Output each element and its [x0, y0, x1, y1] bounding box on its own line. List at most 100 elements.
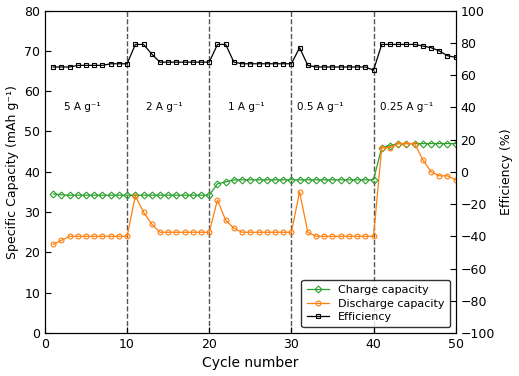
Charge capacity: [223, 180, 229, 184]
Discharge capacity: [116, 234, 122, 238]
Charge capacity: [371, 177, 377, 182]
Discharge capacity: [371, 234, 377, 238]
Discharge capacity: [330, 234, 336, 238]
Efficiency: [182, 60, 188, 64]
Charge capacity: [321, 177, 327, 182]
Discharge capacity: [436, 174, 442, 178]
Efficiency: [50, 65, 56, 69]
Text: 0.5 A g⁻¹: 0.5 A g⁻¹: [297, 102, 344, 112]
Charge capacity: [141, 193, 147, 197]
Charge capacity: [66, 193, 73, 197]
Discharge capacity: [239, 230, 245, 235]
Efficiency: [214, 42, 221, 47]
Charge capacity: [107, 193, 114, 197]
Efficiency: [124, 62, 130, 66]
Y-axis label: Specific Capacity (mAh g⁻¹): Specific Capacity (mAh g⁻¹): [6, 85, 19, 259]
Discharge capacity: [321, 234, 327, 238]
Charge capacity: [354, 177, 360, 182]
Charge capacity: [403, 141, 409, 146]
Charge capacity: [148, 193, 155, 197]
Discharge capacity: [288, 230, 294, 235]
Line: Efficiency: Efficiency: [51, 42, 458, 73]
Efficiency: [198, 60, 204, 64]
Charge capacity: [239, 177, 245, 182]
Charge capacity: [75, 193, 81, 197]
Discharge capacity: [173, 230, 180, 235]
Discharge capacity: [132, 194, 139, 198]
Efficiency: [354, 65, 360, 69]
Charge capacity: [420, 141, 426, 146]
Discharge capacity: [264, 230, 270, 235]
Charge capacity: [379, 146, 385, 150]
Discharge capacity: [66, 234, 73, 238]
Discharge capacity: [346, 234, 352, 238]
Discharge capacity: [280, 230, 286, 235]
Efficiency: [395, 42, 401, 47]
Discharge capacity: [272, 230, 278, 235]
Charge capacity: [116, 193, 122, 197]
Charge capacity: [132, 193, 139, 197]
Efficiency: [75, 63, 81, 68]
Text: 1 A g⁻¹: 1 A g⁻¹: [228, 102, 265, 112]
Y-axis label: Efficiency (%): Efficiency (%): [500, 129, 513, 215]
Discharge capacity: [75, 234, 81, 238]
Charge capacity: [280, 177, 286, 182]
Discharge capacity: [362, 234, 368, 238]
Efficiency: [206, 60, 212, 64]
Charge capacity: [337, 177, 344, 182]
Efficiency: [99, 63, 105, 68]
Charge capacity: [264, 177, 270, 182]
Legend: Charge capacity, Discharge capacity, Efficiency: Charge capacity, Discharge capacity, Eff…: [302, 280, 450, 327]
Discharge capacity: [165, 230, 171, 235]
Discharge capacity: [50, 242, 56, 247]
Efficiency: [337, 65, 344, 69]
Discharge capacity: [83, 234, 89, 238]
Charge capacity: [346, 177, 352, 182]
Efficiency: [190, 60, 196, 64]
Charge capacity: [214, 182, 221, 186]
Efficiency: [420, 44, 426, 48]
Efficiency: [132, 42, 139, 47]
Discharge capacity: [247, 230, 253, 235]
Charge capacity: [182, 193, 188, 197]
Charge capacity: [91, 193, 98, 197]
Efficiency: [231, 60, 237, 64]
Efficiency: [66, 65, 73, 69]
Efficiency: [91, 63, 98, 68]
Efficiency: [453, 55, 459, 59]
Charge capacity: [231, 177, 237, 182]
Charge capacity: [157, 193, 163, 197]
Efficiency: [444, 53, 450, 58]
Discharge capacity: [387, 146, 393, 150]
Charge capacity: [330, 177, 336, 182]
Efficiency: [288, 62, 294, 66]
Discharge capacity: [337, 234, 344, 238]
Discharge capacity: [91, 234, 98, 238]
Discharge capacity: [190, 230, 196, 235]
Charge capacity: [272, 177, 278, 182]
Efficiency: [387, 42, 393, 47]
Efficiency: [58, 65, 64, 69]
Efficiency: [371, 68, 377, 73]
Charge capacity: [206, 193, 212, 197]
Charge capacity: [255, 177, 262, 182]
Discharge capacity: [198, 230, 204, 235]
Efficiency: [83, 63, 89, 68]
Efficiency: [379, 42, 385, 47]
Line: Charge capacity: Charge capacity: [51, 141, 458, 198]
X-axis label: Cycle number: Cycle number: [202, 356, 298, 370]
Efficiency: [157, 60, 163, 64]
Discharge capacity: [379, 146, 385, 150]
Efficiency: [296, 45, 303, 50]
Charge capacity: [190, 193, 196, 197]
Efficiency: [264, 62, 270, 66]
Charge capacity: [436, 141, 442, 146]
Efficiency: [255, 62, 262, 66]
Efficiency: [428, 45, 434, 50]
Efficiency: [403, 42, 409, 47]
Discharge capacity: [107, 234, 114, 238]
Efficiency: [313, 65, 319, 69]
Discharge capacity: [214, 198, 221, 202]
Charge capacity: [288, 177, 294, 182]
Efficiency: [330, 65, 336, 69]
